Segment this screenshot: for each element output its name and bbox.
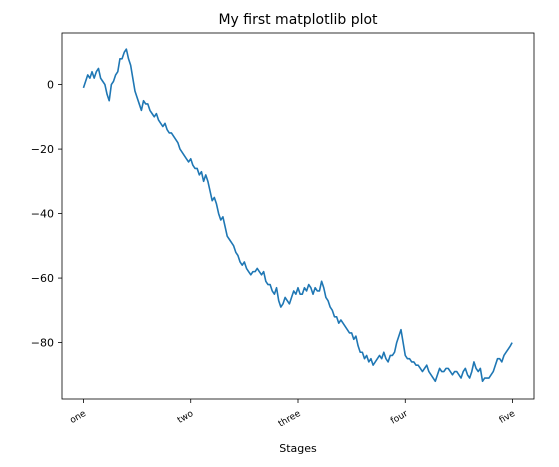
y-tick-label: 0: [47, 79, 54, 92]
y-tick-label: −80: [31, 337, 54, 350]
x-tick-label: two: [176, 409, 196, 426]
x-tick-label: three: [277, 409, 303, 430]
y-tick-label: −60: [31, 272, 54, 285]
y-tick-label: −40: [31, 208, 54, 221]
axes-frame: [61, 32, 535, 400]
y-tick-label: −20: [31, 143, 54, 156]
plot-area: [61, 32, 535, 400]
x-axis: one two three four five: [68, 399, 517, 430]
x-tick-label: five: [498, 409, 518, 426]
x-tick-label: one: [68, 409, 88, 426]
x-tick-label: four: [389, 409, 410, 427]
x-axis-label: Stages: [279, 442, 317, 455]
y-axis: 0 −20 −40 −60 −80: [31, 79, 62, 350]
chart-title: My first matplotlib plot: [218, 12, 378, 28]
series-line-0: [82, 48, 513, 383]
